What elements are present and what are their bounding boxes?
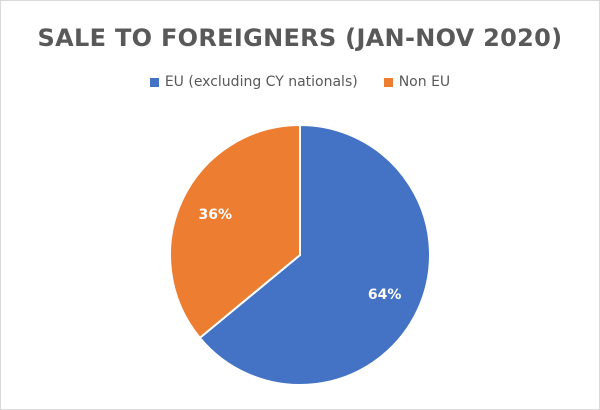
data-label-eu: 64% xyxy=(368,287,402,303)
pie-slice-eu xyxy=(198,123,431,386)
legend-label-non-eu: Non EU xyxy=(398,74,451,90)
legend-item-eu: EU (excluding CY nationals) xyxy=(149,74,358,90)
legend-item-non-eu: Non EU xyxy=(383,74,451,90)
legend-swatch-non-eu xyxy=(383,77,393,87)
legend-label-eu: EU (excluding CY nationals) xyxy=(164,74,358,90)
pie-slice-non-eu xyxy=(169,123,301,340)
legend-swatch-eu xyxy=(149,77,159,87)
chart-legend: EU (excluding CY nationals) Non EU xyxy=(0,74,600,90)
chart-title: SALE TO FOREIGNERS (JAN-NOV 2020) xyxy=(37,24,563,52)
data-label-non-eu: 36% xyxy=(199,207,233,223)
